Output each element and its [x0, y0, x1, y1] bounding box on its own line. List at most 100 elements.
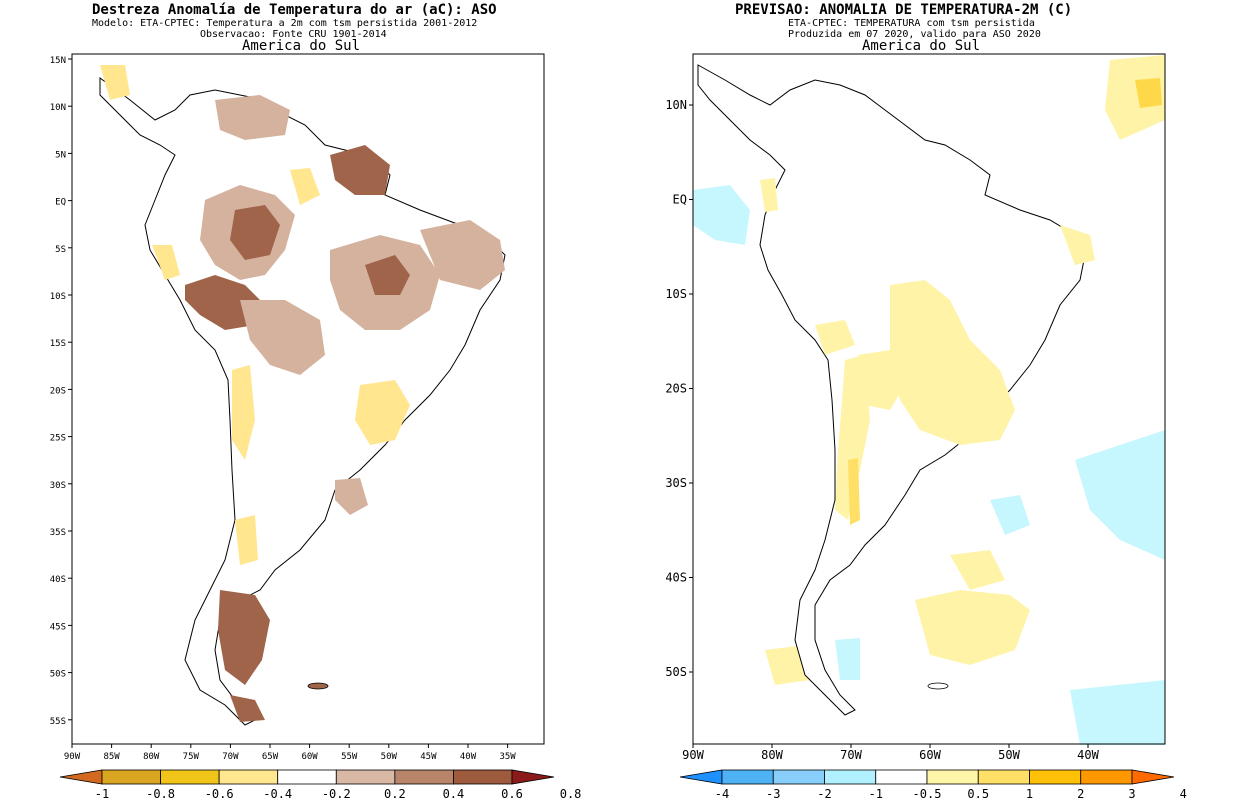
- lat-tick-label: 30S: [665, 476, 687, 490]
- lat-tick-label: 5S: [55, 245, 66, 255]
- lon-tick-label: 45W: [420, 752, 437, 762]
- colorbar-label: 4: [1180, 787, 1187, 801]
- colorbar-swatch: [977, 769, 1030, 785]
- lat-tick-label: 40S: [50, 575, 66, 585]
- lon-tick-label: 80W: [143, 752, 160, 762]
- colorbar-swatch: [218, 769, 279, 785]
- colorbar-label: -0.4: [263, 787, 292, 801]
- left-map-frame: [71, 53, 545, 745]
- patch-bolivia: [240, 300, 325, 375]
- patch-cyan-chile-south: [835, 638, 860, 680]
- lat-tick-label: 10S: [50, 292, 66, 302]
- colorbar-label: 0.6: [501, 787, 523, 801]
- colorbar-arrow-left: [59, 769, 103, 785]
- colorbar-label: 0.8: [560, 787, 582, 801]
- colorbar-swatch: [453, 769, 513, 785]
- lon-tick-label: 35W: [499, 752, 516, 762]
- left-title: Destreza Anomalía de Temperatura do ar (…: [92, 2, 497, 18]
- lat-tick-label: 55S: [50, 717, 66, 727]
- patch-yellow-atlantic-s: [915, 590, 1030, 665]
- lat-tick-label: 25S: [50, 434, 66, 444]
- falkland-islands: [307, 682, 329, 690]
- lat-tick-label: 30S: [50, 481, 66, 491]
- lat-tick-label: 10N: [665, 98, 687, 112]
- lon-tick-label: 80W: [761, 748, 783, 762]
- right-subtitle-produced: Produzida em 07 2020, valido para ASO 20…: [788, 29, 1041, 40]
- patch-yellow-andes: [232, 365, 255, 460]
- lon-tick-label: 85W: [103, 752, 120, 762]
- lon-tick-label: 50W: [381, 752, 398, 762]
- lon-tick-label: 70W: [222, 752, 239, 762]
- colorbar-label: 0.5: [967, 787, 989, 801]
- lat-tick-label: 50S: [50, 670, 66, 680]
- right-region-label: America do Sul: [862, 38, 981, 54]
- right-title: PREVISAO: ANOMALIA DE TEMPERATURA-2M (C): [735, 2, 1073, 18]
- left-subtitle-observation: Observacao: Fonte CRU 1901-2014: [200, 29, 387, 40]
- patch-tierra-del-fuego: [230, 695, 265, 722]
- left-subtitle-model: Modelo: ETA-CPTEC: Temperatura a 2m com …: [92, 18, 478, 29]
- patch-yellow-chile: [235, 515, 258, 565]
- patch-yellow-peru: [815, 320, 855, 355]
- patch-patagonia: [218, 590, 270, 685]
- lon-tick-label: 55W: [341, 752, 358, 762]
- lon-tick-label: 90W: [682, 748, 704, 762]
- lat-tick-label: 20S: [665, 382, 687, 396]
- left-panel: Destreza Anomalía de Temperatura do ar (…: [50, 2, 582, 801]
- colorbar-label: 0.2: [384, 787, 406, 801]
- lat-tick-label: 20S: [50, 386, 66, 396]
- colorbar-arrow-left: [679, 769, 723, 785]
- colorbar-swatch: [335, 769, 396, 785]
- colorbar-label: -0.2: [322, 787, 351, 801]
- colorbar-swatch: [394, 769, 454, 785]
- colorbar-label: -1: [869, 787, 883, 801]
- patch-yellow-parana: [355, 380, 410, 445]
- lat-tick-label: 40S: [665, 571, 687, 585]
- patch-yellow-andes-right: [835, 355, 870, 520]
- left-map-content: [99, 65, 506, 726]
- patch-venezuela: [215, 95, 290, 140]
- colorbar-label: -0.5: [913, 787, 942, 801]
- colorbar-swatch: [875, 769, 928, 785]
- patch-yellow-atlantic-ne-core: [1135, 78, 1162, 108]
- lat-tick-label: 15S: [50, 339, 66, 349]
- lon-tick-label: 50W: [998, 748, 1020, 762]
- left-region-label: America do Sul: [242, 38, 361, 54]
- right-lat-ticks: 10N EQ 10S 20S 30S 40S 50S: [665, 98, 693, 679]
- patch-yellow-atlantic-ne: [1105, 55, 1165, 140]
- lon-tick-label: 60W: [301, 752, 318, 762]
- colorbar-swatch: [101, 769, 161, 785]
- patch-yellow-ecuador: [152, 245, 180, 280]
- colorbar-swatch: [824, 769, 877, 785]
- colorbar-label: -0.6: [205, 787, 234, 801]
- lat-tick-label: 10S: [665, 287, 687, 301]
- lat-tick-label: 45S: [50, 622, 66, 632]
- colorbar-label: -4: [715, 787, 729, 801]
- patch-yellow-amazon-north: [290, 168, 320, 205]
- left-lat-ticks: 15N 10N 5N EQ 5S 10S 15S 20S 25S 30S 35S 40S 45S 50S 5…: [50, 56, 72, 727]
- colorbar-label: 3: [1128, 787, 1135, 801]
- lat-tick-label: 5N: [55, 150, 66, 160]
- right-lon-ticks: 90W 80W 70W 60W 50W 40W: [682, 744, 1100, 762]
- patch-cyan-atlantic-2: [990, 495, 1030, 535]
- lon-tick-label: 40W: [1077, 748, 1099, 762]
- colorbar-swatch: [772, 769, 825, 785]
- right-map-content: [693, 55, 1165, 745]
- patch-yellow-central-america: [100, 65, 130, 100]
- colorbar-swatch: [926, 769, 979, 785]
- patch-cyan-atlantic-south: [1075, 430, 1165, 560]
- right-colorbar: -4 -3 -2 -1 -0.5 0.5 1 2 3 4: [679, 769, 1187, 801]
- left-colorbar: -1-0.8-0.6-0.4-0.20.20.40.60.81: [59, 769, 582, 801]
- lon-tick-label: 40W: [460, 752, 477, 762]
- patch-uruguay: [335, 478, 368, 515]
- patch-yellow-ne-brazil: [1060, 225, 1095, 265]
- falkland-islands-right: [927, 682, 949, 690]
- colorbar-label: 2: [1077, 787, 1084, 801]
- colorbar-label: 1: [1026, 787, 1033, 801]
- right-subtitle-model: ETA-CPTEC: TEMPERATURA com tsm persistid…: [788, 18, 1035, 29]
- patch-guiana: [330, 145, 390, 195]
- lon-tick-label: 60W: [919, 748, 941, 762]
- colorbar-swatch: [160, 769, 220, 785]
- patch-yellow-central-brazil: [890, 280, 1015, 445]
- right-panel: PREVISAO: ANOMALIA DE TEMPERATURA-2M (C)…: [620, 0, 1240, 802]
